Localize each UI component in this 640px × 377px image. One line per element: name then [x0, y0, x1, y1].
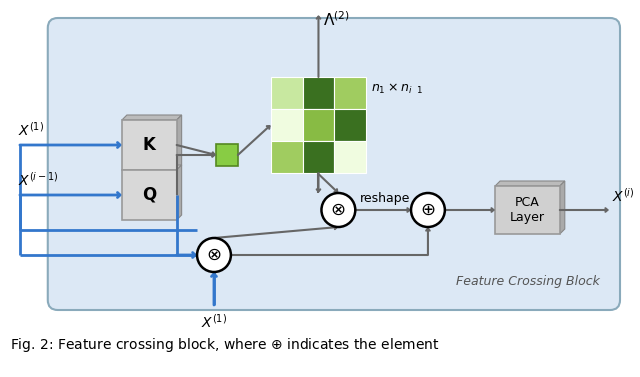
Polygon shape [122, 115, 182, 120]
FancyBboxPatch shape [303, 77, 334, 109]
FancyBboxPatch shape [495, 186, 560, 234]
Polygon shape [495, 181, 564, 186]
Polygon shape [560, 181, 564, 234]
Polygon shape [177, 115, 182, 170]
Circle shape [197, 238, 231, 272]
Text: Q: Q [142, 186, 156, 204]
FancyBboxPatch shape [334, 109, 366, 141]
Text: ⊕: ⊕ [420, 201, 435, 219]
Text: $X^{(i-1)}$: $X^{(i-1)}$ [18, 171, 58, 189]
FancyBboxPatch shape [271, 109, 303, 141]
FancyBboxPatch shape [303, 141, 334, 173]
Text: reshape: reshape [360, 192, 411, 205]
Polygon shape [122, 165, 182, 170]
Text: $\Lambda^{(2)}$: $\Lambda^{(2)}$ [323, 10, 350, 29]
Circle shape [321, 193, 355, 227]
FancyBboxPatch shape [122, 170, 177, 220]
FancyBboxPatch shape [271, 141, 303, 173]
Text: $X^{(1)}$: $X^{(1)}$ [18, 121, 44, 139]
FancyBboxPatch shape [334, 141, 366, 173]
FancyBboxPatch shape [216, 144, 238, 166]
Text: K: K [143, 136, 156, 154]
FancyBboxPatch shape [334, 77, 366, 109]
Text: Fig. 2: Feature crossing block, where $\oplus$ indicates the element: Fig. 2: Feature crossing block, where $\… [10, 336, 440, 354]
Text: $n_1 \times n_{i\ \ 1}$: $n_1 \times n_{i\ \ 1}$ [371, 82, 423, 96]
Text: $X^{(i)}$: $X^{(i)}$ [612, 187, 634, 205]
Text: ⊗: ⊗ [207, 246, 221, 264]
FancyBboxPatch shape [122, 120, 177, 170]
FancyBboxPatch shape [48, 18, 620, 310]
Circle shape [411, 193, 445, 227]
Polygon shape [177, 165, 182, 220]
Text: ⊗: ⊗ [331, 201, 346, 219]
FancyBboxPatch shape [303, 109, 334, 141]
Text: $X^{(1)}$: $X^{(1)}$ [201, 313, 227, 331]
Text: PCA
Layer: PCA Layer [510, 196, 545, 224]
Text: Feature Crossing Block: Feature Crossing Block [456, 275, 600, 288]
FancyBboxPatch shape [271, 77, 303, 109]
